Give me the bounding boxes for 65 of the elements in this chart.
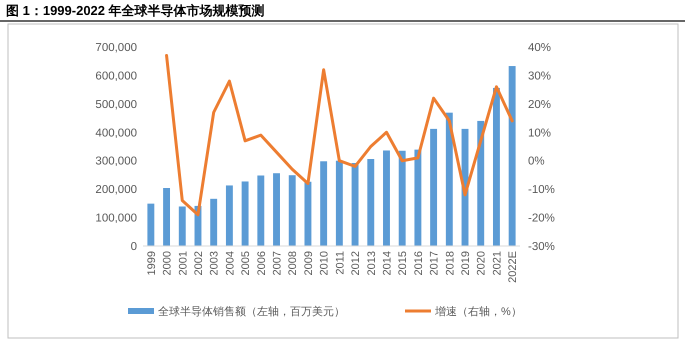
x-tick-label: 2011 [334, 251, 346, 275]
bar [147, 204, 154, 246]
x-tick-label: 2016 [412, 251, 425, 276]
x-tick-label: 2017 [428, 251, 441, 276]
x-tick-label: 2015 [397, 251, 410, 276]
bar [383, 150, 390, 246]
y-tick-label: 0 [130, 241, 137, 253]
bar [446, 112, 453, 246]
x-tick-label: 2012 [350, 251, 362, 276]
x-tick-label: 2004 [224, 251, 236, 276]
y2-tick-label: 40% [528, 42, 552, 54]
y2-tick-label: -30% [528, 241, 555, 253]
bar [163, 188, 170, 246]
bar [430, 128, 438, 246]
x-tick-label: 1999 [146, 251, 158, 276]
bar [352, 162, 359, 246]
y2-tick-label: -20% [528, 212, 555, 225]
bar [273, 173, 280, 246]
bar [398, 150, 406, 246]
y2-tick-label: 20% [528, 98, 552, 111]
x-tick-label: 2007 [272, 251, 284, 276]
bar [178, 206, 186, 246]
x-tick-label: 2000 [162, 251, 174, 276]
x-tick-label: 2020 [476, 251, 488, 276]
x-tick-label: 2001 [177, 251, 190, 276]
x-tick-label: 2010 [318, 251, 331, 276]
x-tick-label: 2014 [381, 251, 394, 276]
y-tick-label: 500,000 [95, 98, 137, 111]
y-tick-label: 200,000 [95, 184, 137, 196]
bar [257, 175, 264, 246]
bar [508, 66, 516, 246]
bar [414, 150, 422, 246]
x-tick-label: 2008 [287, 251, 300, 276]
legend-label: 增速（右轴，%） [434, 305, 522, 318]
bar [304, 182, 312, 246]
y2-tick-label: -10% [528, 184, 555, 196]
bar [320, 161, 328, 246]
legend-label: 全球半导体销售额（左轴，百万美元） [158, 305, 345, 318]
x-tick-label: 2002 [192, 251, 205, 276]
y-tick-label: 600,000 [95, 70, 137, 82]
x-tick-label: 2022E [507, 251, 520, 283]
x-tick-label: 2021 [491, 251, 504, 276]
x-tick-label: 2009 [302, 251, 315, 276]
x-tick-label: 2005 [240, 251, 252, 276]
bar [492, 88, 500, 246]
y-tick-label: 300,000 [95, 156, 137, 168]
y2-tick-label: 0% [528, 156, 545, 168]
bar [336, 160, 343, 246]
x-tick-label: 2019 [460, 251, 472, 276]
bar [210, 198, 218, 246]
x-tick-label: 2003 [208, 251, 221, 276]
bar [288, 175, 296, 246]
bar [367, 159, 374, 246]
x-tick-label: 2013 [366, 251, 378, 276]
bar [242, 181, 249, 246]
x-tick-label: 2018 [444, 251, 456, 276]
title: 图 1：1999-2022 年全球半导体市场规模预测 [6, 3, 265, 18]
y-tick-label: 100,000 [95, 212, 137, 225]
line-series [165, 54, 514, 216]
y2-tick-label: 30% [528, 70, 552, 82]
x-tick-label: 2006 [256, 251, 268, 276]
y-tick-label: 400,000 [95, 127, 137, 140]
y2-tick-label: 10% [528, 127, 552, 140]
bar [226, 185, 233, 246]
y-tick-label: 700,000 [95, 42, 137, 54]
